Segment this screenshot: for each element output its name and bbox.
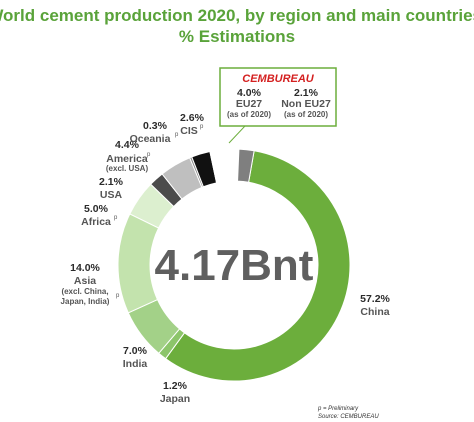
oceania-value: 0.3% bbox=[143, 120, 168, 132]
eu27-value: 4.0% bbox=[237, 87, 262, 99]
america-value: 4.4% bbox=[115, 139, 140, 151]
center-total: 4.17Bnt bbox=[155, 241, 314, 290]
slice-non-eu27 bbox=[237, 148, 255, 183]
asia-sub-2: Japan, India) bbox=[61, 297, 110, 306]
asia-sup: p bbox=[116, 293, 120, 299]
africa-value: 5.0% bbox=[84, 203, 109, 215]
slice-labels: 57.2% China 1.2% Japan 7.0% India 14.0% … bbox=[61, 112, 391, 405]
footnote-preliminary: p = Preliminary bbox=[317, 406, 359, 412]
eu27-note: (as of 2020) bbox=[227, 110, 271, 119]
america-sup: p bbox=[147, 152, 151, 158]
usa-label: USA bbox=[100, 189, 123, 201]
africa-label: Africa bbox=[81, 216, 111, 228]
japan-value: 1.2% bbox=[163, 380, 188, 392]
non-eu27-value: 2.1% bbox=[294, 87, 319, 99]
chart-title: World cement production 2020, by region … bbox=[0, 6, 474, 25]
non-eu27-note: (as of 2020) bbox=[284, 110, 328, 119]
asia-label: Asia bbox=[74, 275, 96, 287]
eu27-label: EU27 bbox=[236, 98, 262, 110]
india-label: India bbox=[123, 358, 148, 370]
cembureau-brand: CEMBUREAU bbox=[242, 73, 315, 85]
donut-slices bbox=[117, 148, 351, 382]
callout-connector bbox=[228, 125, 246, 144]
china-label: China bbox=[360, 306, 389, 318]
china-value: 57.2% bbox=[360, 293, 390, 305]
america-sub: (excl. USA) bbox=[106, 164, 149, 173]
callout-box bbox=[219, 67, 337, 127]
chart-subtitle: % Estimations bbox=[179, 27, 295, 46]
slice-china bbox=[164, 150, 351, 382]
non-eu27-label: Non EU27 bbox=[281, 98, 331, 110]
slice-asia bbox=[117, 213, 160, 314]
footnote-source: Source: CEMBUREAU bbox=[318, 414, 379, 420]
cis-value: 2.6% bbox=[180, 112, 205, 124]
cis-sup: p bbox=[200, 124, 204, 130]
cis-label: CIS bbox=[180, 125, 198, 137]
asia-sub-1: (excl. China, bbox=[61, 287, 108, 296]
japan-label: Japan bbox=[160, 393, 190, 405]
africa-sup: p bbox=[114, 215, 118, 221]
europe-callout: CEMBUREAU 4.0% EU27 (as of 2020) 2.1% No… bbox=[219, 67, 337, 144]
india-value: 7.0% bbox=[123, 345, 148, 357]
oceania-label: Oceania bbox=[130, 133, 171, 145]
america-label: America bbox=[106, 153, 148, 165]
asia-value: 14.0% bbox=[70, 262, 100, 274]
oceania-sup: p bbox=[175, 132, 179, 138]
usa-value: 2.1% bbox=[99, 176, 124, 188]
